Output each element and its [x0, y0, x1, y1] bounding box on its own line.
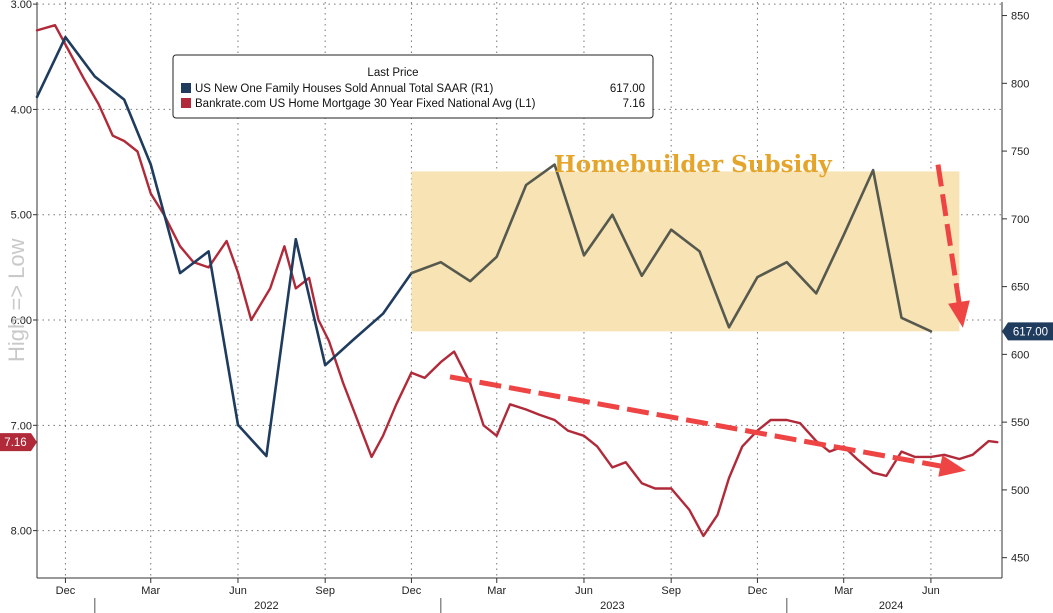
- x-tick-label: Jun: [575, 585, 593, 597]
- x-year-label: 2022: [254, 600, 278, 612]
- legend-entry-label: US New One Family Houses Sold Annual Tot…: [195, 83, 493, 95]
- x-tick-label: Sep: [661, 585, 681, 597]
- legend: Last Price US New One Family Houses Sold …: [172, 54, 654, 119]
- trend-arrows: [449, 164, 970, 477]
- legend-entry-value: 7.16: [623, 98, 645, 110]
- left-last-value-badge: 7.16: [0, 433, 37, 452]
- x-tick-label: Dec: [56, 585, 76, 597]
- left-tick-label: 6.00: [11, 315, 32, 327]
- legend-entry-value: 617.00: [610, 83, 645, 95]
- legend-swatch: [181, 98, 191, 108]
- right-tick-label: 450: [1011, 553, 1029, 565]
- legend-entry-label: Bankrate.com US Home Mortgage 30 Year Fi…: [195, 98, 536, 110]
- series-line-new-home-sales: [410, 163, 933, 333]
- x-tick-label: Mar: [834, 585, 853, 597]
- left-tick-label: 8.00: [11, 526, 32, 538]
- right-last-value-badge: 617.00: [1002, 322, 1053, 341]
- right-tick-label: 700: [1011, 214, 1029, 226]
- x-tick-label: Sep: [315, 585, 335, 597]
- right-tick-label: 550: [1011, 417, 1029, 429]
- x-year-label: 2023: [600, 600, 624, 612]
- x-tick-label: Jun: [229, 585, 247, 597]
- right-tick-label: 800: [1011, 78, 1029, 90]
- right-tick-label: 500: [1011, 485, 1029, 497]
- sales-drop-arrow-shaft: [935, 164, 965, 323]
- left-tick-label: 4.00: [11, 104, 32, 116]
- mortgage-trend-arrow-shaft: [449, 374, 961, 472]
- legend-box: [172, 54, 654, 119]
- right-tick-label: 750: [1011, 146, 1029, 158]
- right-tick-label: 600: [1011, 349, 1029, 361]
- shaded-band-rect: [411, 171, 960, 332]
- homebuilder-subsidy-band: [411, 171, 960, 332]
- left-axis-label: High => Low: [4, 238, 29, 362]
- x-tick-label: Mar: [141, 585, 160, 597]
- right-last-value-badge-shape: [1002, 322, 1053, 341]
- x-tick-label: Dec: [402, 585, 422, 597]
- right-tick-label: 850: [1011, 11, 1029, 23]
- right-last-value-badge-label: 617.00: [1013, 326, 1048, 338]
- left-tick-label: 5.00: [11, 210, 32, 222]
- legend-title: Last Price: [367, 67, 418, 79]
- homebuilder-subsidy-annotation: Homebuilder Subsidy: [554, 151, 832, 178]
- left-tick-label: 7.00: [11, 420, 32, 432]
- sales-drop-arrow-head: [948, 300, 970, 328]
- left-tick-label: 3.00: [11, 0, 32, 11]
- x-tick-label: Dec: [748, 585, 768, 597]
- x-tick-label: Mar: [487, 585, 506, 597]
- series-line-new-home-sales: [35, 35, 413, 458]
- x-tick-label: Jun: [922, 585, 940, 597]
- legend-swatch: [181, 83, 191, 93]
- right-tick-label: 650: [1011, 282, 1029, 294]
- left-last-value-badge-label: 7.16: [4, 437, 26, 449]
- left-last-value-badge-shape: [0, 433, 37, 452]
- x-year-label: 2024: [879, 600, 903, 612]
- mortgage-trend-arrow-head: [938, 455, 966, 477]
